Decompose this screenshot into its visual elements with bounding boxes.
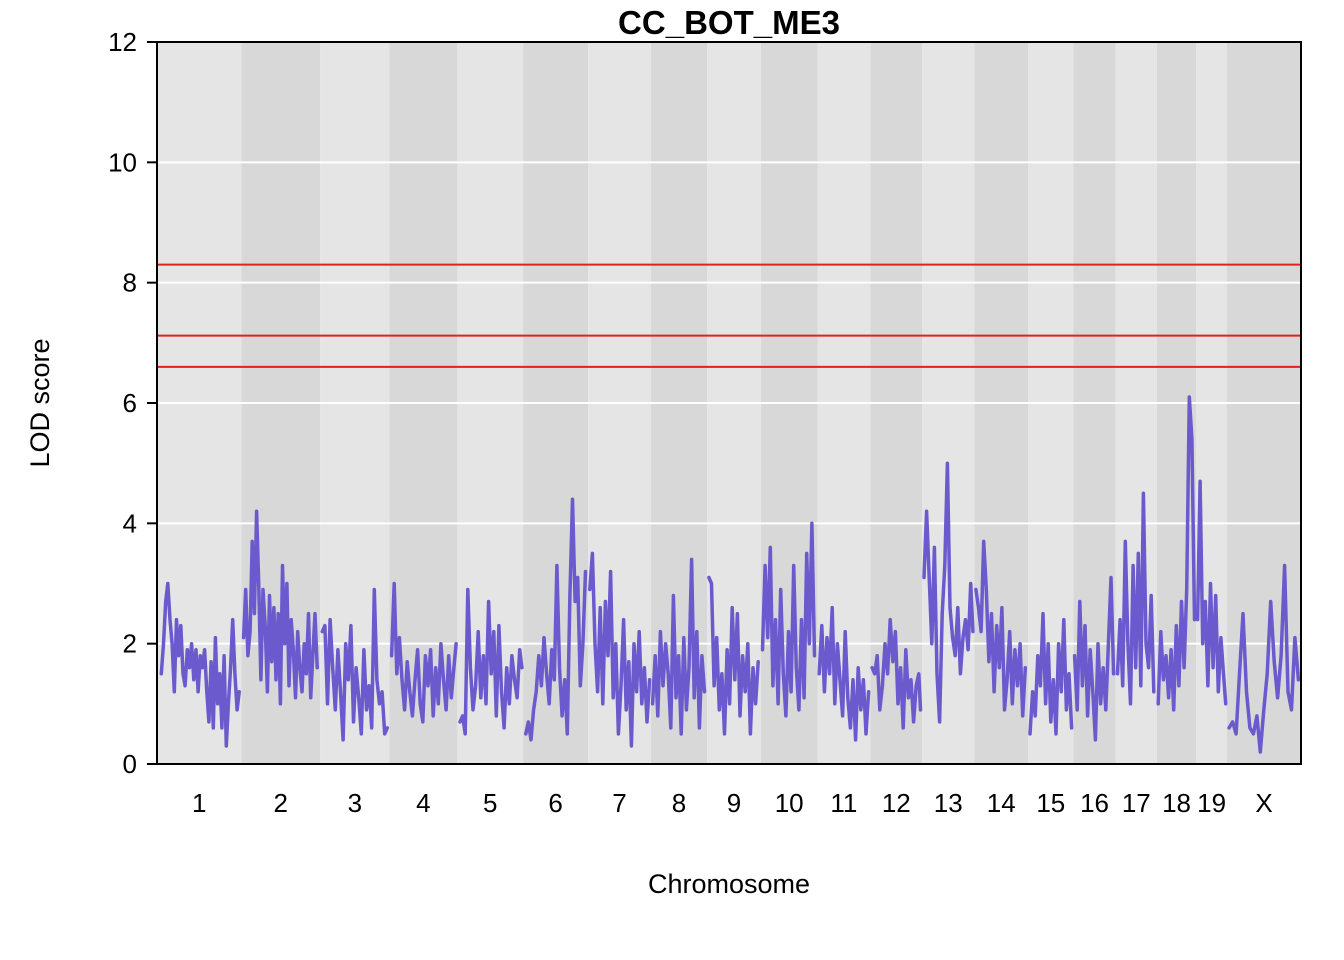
lod-line-chr-5 [458, 587, 524, 736]
lod-line-chr-19 [1195, 479, 1228, 706]
y-axis-title: LOD score [25, 338, 55, 467]
lod-line-chr-10 [760, 521, 817, 718]
x-axis-title: Chromosome [648, 869, 810, 899]
lod-line-chr-6 [524, 497, 588, 742]
x-tick-label-2: 2 [274, 788, 288, 818]
y-tick-label-6: 6 [123, 388, 137, 418]
lod-line-chr-8 [650, 557, 707, 736]
x-tick-label-1: 1 [192, 788, 206, 818]
lod-line-chr-12 [870, 617, 923, 730]
y-tick-label-8: 8 [123, 268, 137, 298]
x-tick-label-13: 13 [934, 788, 963, 818]
y-tick-label-4: 4 [123, 508, 137, 538]
x-tick-label-6: 6 [548, 788, 562, 818]
y-tick-label-0: 0 [123, 749, 137, 779]
lod-line-chr-17 [1115, 491, 1156, 706]
lod-line-chr-11 [817, 605, 871, 742]
x-tick-label-17: 17 [1122, 788, 1151, 818]
x-tick-label-3: 3 [348, 788, 362, 818]
lod-line-chr-16 [1072, 575, 1116, 742]
lod-line-chr-18 [1156, 395, 1197, 712]
x-tick-label-11: 11 [830, 788, 857, 818]
x-tick-label-5: 5 [483, 788, 497, 818]
x-tick-label-14: 14 [987, 788, 1016, 818]
lod-line-chr-9 [707, 575, 760, 736]
lod-line-chr-15 [1028, 611, 1074, 736]
lod-line-chr-14 [974, 539, 1028, 718]
lod-line-chr-4 [389, 581, 458, 724]
lod-line-chr-X [1227, 563, 1301, 754]
x-tick-label-18: 18 [1162, 788, 1191, 818]
x-axis: 1 2 3 4 5 6 7 8 9 10 11 12 13 14 15 16 17 18 19 X [192, 788, 1273, 818]
y-axis: 0 2 4 6 8 10 12 [108, 27, 158, 779]
lod-line-chr-7 [588, 551, 652, 748]
lod-line-chr-13 [922, 461, 975, 724]
x-tick-label-7: 7 [612, 788, 626, 818]
x-tick-label-16: 16 [1080, 788, 1109, 818]
y-tick-label-12: 12 [108, 27, 137, 57]
x-tick-label-4: 4 [416, 788, 430, 818]
threshold-lines [157, 263, 1301, 368]
lod-line-chr-2 [241, 509, 319, 706]
lod-line-chr-1 [159, 581, 241, 748]
y-tick-label-2: 2 [123, 629, 137, 659]
x-tick-label-10: 10 [775, 788, 804, 818]
lod-line-chr-3 [320, 587, 390, 742]
x-tick-label-X: X [1255, 788, 1272, 818]
y-tick-label-10: 10 [108, 147, 137, 177]
x-tick-label-9: 9 [727, 788, 741, 818]
chart-title: CC_BOT_ME3 [618, 4, 840, 41]
x-tick-label-12: 12 [882, 788, 911, 818]
x-tick-label-19: 19 [1197, 788, 1226, 818]
lod-series [159, 395, 1301, 754]
x-tick-label-8: 8 [672, 788, 686, 818]
x-tick-label-15: 15 [1036, 788, 1065, 818]
